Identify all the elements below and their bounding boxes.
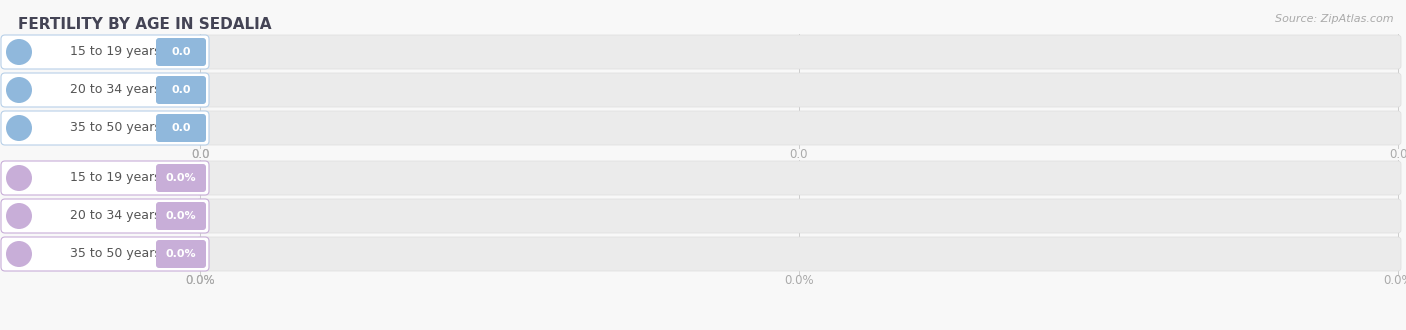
FancyBboxPatch shape <box>1 199 209 233</box>
Text: 15 to 19 years: 15 to 19 years <box>70 46 160 58</box>
FancyBboxPatch shape <box>1 237 209 271</box>
Text: 0.0%: 0.0% <box>166 173 197 183</box>
FancyBboxPatch shape <box>197 199 1400 233</box>
Text: 15 to 19 years: 15 to 19 years <box>70 172 160 184</box>
FancyBboxPatch shape <box>1 111 209 145</box>
FancyBboxPatch shape <box>1 161 209 195</box>
Text: 0.0: 0.0 <box>172 47 191 57</box>
Text: Source: ZipAtlas.com: Source: ZipAtlas.com <box>1275 14 1393 24</box>
FancyBboxPatch shape <box>1 73 209 107</box>
Text: 20 to 34 years: 20 to 34 years <box>70 210 160 222</box>
Text: 0.0%: 0.0% <box>166 211 197 221</box>
Circle shape <box>6 165 32 191</box>
Text: 35 to 50 years: 35 to 50 years <box>69 248 160 260</box>
Text: 0.0: 0.0 <box>172 85 191 95</box>
Text: 0.0%: 0.0% <box>166 249 197 259</box>
FancyBboxPatch shape <box>156 202 207 230</box>
Text: 0.0: 0.0 <box>191 148 209 161</box>
Text: 0.0: 0.0 <box>1389 148 1406 161</box>
Text: 0.0%: 0.0% <box>186 274 215 287</box>
Circle shape <box>6 39 32 65</box>
Text: 0.0: 0.0 <box>191 148 209 161</box>
Text: 35 to 50 years: 35 to 50 years <box>69 121 160 135</box>
FancyBboxPatch shape <box>156 114 207 142</box>
FancyBboxPatch shape <box>197 111 1400 145</box>
Circle shape <box>6 241 32 267</box>
FancyBboxPatch shape <box>197 35 1400 69</box>
Circle shape <box>6 115 32 141</box>
Text: FERTILITY BY AGE IN SEDALIA: FERTILITY BY AGE IN SEDALIA <box>18 17 271 32</box>
Text: 0.0%: 0.0% <box>186 274 215 287</box>
FancyBboxPatch shape <box>156 76 207 104</box>
FancyBboxPatch shape <box>156 164 207 192</box>
FancyBboxPatch shape <box>197 73 1400 107</box>
Text: 0.0: 0.0 <box>172 123 191 133</box>
FancyBboxPatch shape <box>197 161 1400 195</box>
FancyBboxPatch shape <box>1 35 209 69</box>
FancyBboxPatch shape <box>156 240 207 268</box>
Text: 0.0: 0.0 <box>790 148 808 161</box>
Circle shape <box>6 203 32 229</box>
Text: 0.0%: 0.0% <box>785 274 814 287</box>
Circle shape <box>6 77 32 103</box>
FancyBboxPatch shape <box>197 237 1400 271</box>
Text: 0.0%: 0.0% <box>1384 274 1406 287</box>
FancyBboxPatch shape <box>156 38 207 66</box>
Text: 20 to 34 years: 20 to 34 years <box>70 83 160 96</box>
